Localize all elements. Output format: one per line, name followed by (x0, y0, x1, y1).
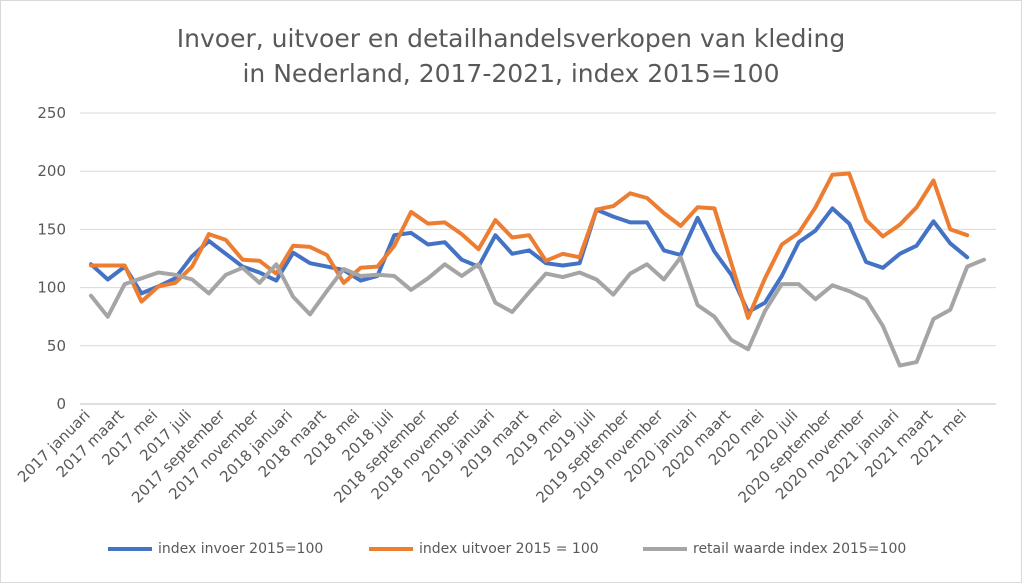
chart-title-line-2: in Nederland, 2017-2021, index 2015=100 (242, 59, 780, 88)
series-line-0 (89, 206, 970, 314)
series-line-2 (89, 255, 986, 368)
y-tick-label: 100 (37, 279, 66, 297)
legend-label-uitvoer: index uitvoer 2015 = 100 (419, 541, 599, 557)
legend: index invoer 2015=100 index uitvoer 2015… (0, 541, 1022, 565)
y-tick-label: 150 (37, 220, 66, 238)
y-tick-label: 200 (37, 162, 66, 180)
legend-swatch-invoer (108, 547, 152, 551)
legend-item-uitvoer: index uitvoer 2015 = 100 (369, 541, 599, 557)
y-tick-label: 250 (37, 104, 66, 122)
y-tick-label: 0 (56, 395, 66, 413)
legend-swatch-uitvoer (369, 547, 413, 551)
y-tick-label: 50 (47, 337, 66, 355)
legend-item-invoer: index invoer 2015=100 (108, 541, 323, 557)
legend-swatch-retail (643, 547, 687, 551)
chart-title-line-1: Invoer, uitvoer en detailhandelsverkopen… (176, 24, 846, 53)
legend-label-retail: retail waarde index 2015=100 (693, 541, 907, 557)
legend-label-invoer: index invoer 2015=100 (158, 541, 324, 557)
series-line-1 (89, 171, 970, 320)
legend-item-retail: retail waarde index 2015=100 (643, 541, 906, 557)
